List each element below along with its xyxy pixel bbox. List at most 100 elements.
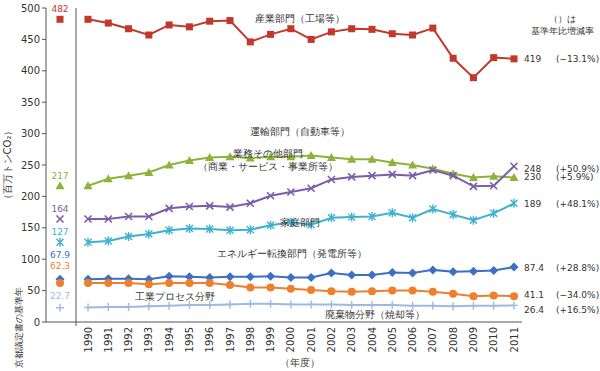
marker: [104, 174, 113, 182]
marker: [57, 216, 64, 223]
marker: [449, 290, 457, 298]
marker: [246, 272, 255, 281]
marker: [449, 302, 457, 310]
marker: [510, 173, 519, 181]
marker: [56, 304, 64, 312]
marker: [429, 167, 436, 174]
base-value-label: 67.9: [50, 250, 70, 260]
marker: [145, 213, 152, 220]
marker: [470, 183, 477, 190]
marker: [85, 238, 92, 247]
y-tick: [42, 102, 46, 103]
marker: [328, 176, 335, 183]
end-value-label: 419: [524, 54, 541, 64]
marker: [287, 300, 295, 308]
marker: [511, 55, 518, 62]
y-tick-label: 0: [34, 317, 40, 328]
marker: [368, 301, 376, 309]
series-line: [88, 156, 514, 186]
marker: [145, 230, 152, 239]
marker: [369, 26, 376, 33]
marker: [145, 280, 153, 288]
marker: [226, 300, 234, 308]
marker: [510, 301, 518, 309]
marker: [125, 25, 132, 32]
marker: [125, 303, 133, 311]
marker: [166, 205, 173, 212]
marker: [409, 32, 416, 39]
marker: [469, 302, 477, 310]
marker: [490, 182, 497, 189]
marker: [389, 208, 396, 217]
change-label: (−13.1%): [556, 54, 599, 64]
marker: [165, 302, 173, 310]
y-tick: [42, 8, 46, 9]
marker: [327, 300, 335, 308]
marker: [84, 304, 92, 312]
marker: [247, 38, 254, 45]
x-tick-label: 2006: [407, 327, 418, 352]
marker: [389, 171, 396, 178]
marker: [267, 300, 275, 308]
y-tick: [42, 227, 46, 228]
marker: [205, 153, 214, 161]
x-tick-label: 1991: [103, 327, 114, 352]
y-tick: [42, 290, 46, 291]
series-label: 運輸部門（自動車等）: [250, 126, 350, 137]
marker: [186, 203, 193, 210]
marker: [267, 221, 274, 230]
series-label: 工業プロセス分野: [135, 291, 215, 302]
marker: [206, 279, 214, 287]
series-label: エネルギー転換部門（発電所等）: [217, 248, 367, 259]
marker: [368, 155, 377, 163]
marker: [429, 288, 437, 296]
marker: [227, 226, 234, 235]
marker: [429, 204, 436, 213]
marker: [206, 18, 213, 25]
marker: [307, 300, 315, 308]
series-line: [88, 19, 514, 77]
marker: [490, 209, 497, 218]
marker: [469, 292, 477, 300]
x-axis-label: （年度）: [280, 357, 320, 368]
marker: [429, 302, 437, 310]
marker: [57, 238, 64, 247]
marker: [368, 287, 376, 295]
change-label: (+50.9%): [556, 164, 599, 174]
y-tick-label: 200: [21, 191, 40, 202]
separator: [76, 8, 77, 326]
x-tick-label: 2009: [468, 327, 479, 352]
series: [57, 199, 518, 247]
y-tick-label: 300: [21, 128, 40, 139]
x-tick-label: 1990: [83, 327, 94, 352]
marker: [408, 269, 417, 278]
marker: [185, 156, 194, 164]
marker: [267, 31, 274, 38]
marker: [84, 279, 92, 287]
marker: [287, 25, 294, 32]
marker: [165, 161, 174, 169]
marker: [489, 266, 498, 275]
marker: [124, 171, 133, 179]
plot-area: [56, 16, 519, 312]
marker: [388, 268, 397, 277]
marker: [389, 30, 396, 37]
y-tick-label: 350: [21, 97, 40, 108]
series: [56, 300, 518, 312]
marker: [185, 279, 193, 287]
end-value-label: 189: [524, 199, 541, 209]
marker: [185, 301, 193, 309]
y-tick-label: 100: [21, 254, 40, 265]
marker: [490, 302, 498, 310]
marker: [348, 173, 355, 180]
marker: [56, 279, 64, 287]
x-tick-label: 2000: [285, 327, 296, 352]
marker: [348, 25, 355, 32]
y-tick: [42, 165, 46, 166]
annotation: 基準年比増減率: [531, 26, 594, 36]
marker: [307, 286, 315, 294]
y-tick: [42, 133, 46, 134]
marker: [308, 36, 315, 43]
marker: [409, 213, 416, 222]
marker: [145, 302, 153, 310]
